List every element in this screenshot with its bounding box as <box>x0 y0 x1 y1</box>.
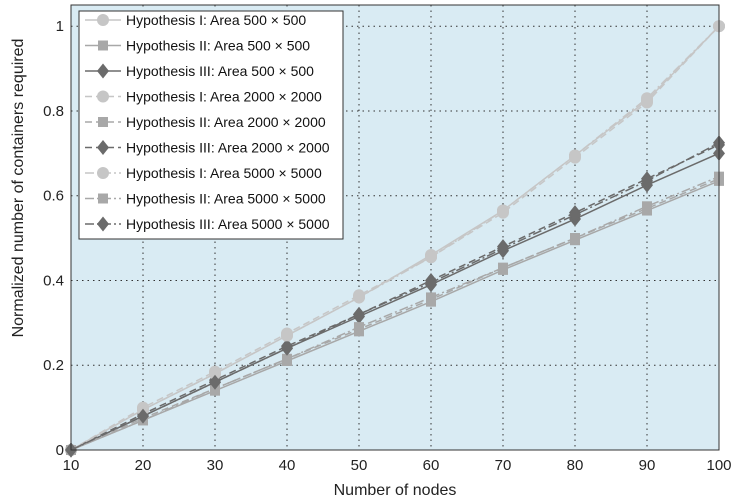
data-point <box>281 329 293 342</box>
axis-ticks: 10 20 30 40 50 60 70 80 90 100 0 0.2 0.4 0.6 0.8 1 <box>43 18 731 474</box>
y-axis-label: Normalized number of containers required <box>10 39 27 338</box>
data-point <box>281 340 293 356</box>
x-tick-label: 100 <box>706 457 731 474</box>
data-point <box>209 374 221 390</box>
series-group <box>65 20 725 458</box>
legend-marker <box>97 90 109 103</box>
data-point <box>570 233 580 244</box>
data-point <box>425 275 437 291</box>
data-point <box>498 262 508 273</box>
legend-marker <box>98 193 108 204</box>
legend-marker <box>97 14 109 26</box>
legend-label: Hypothesis II: Area 500 × 500 <box>126 38 310 54</box>
legend-label: Hypothesis I: Area 500 × 500 <box>126 12 306 28</box>
legend-marker <box>98 40 108 51</box>
data-point <box>282 353 292 364</box>
data-point <box>425 251 437 264</box>
legend-marker <box>97 63 109 79</box>
legend-label: Hypothesis II: Area 5000 × 5000 <box>126 191 326 207</box>
legend-label: Hypothesis III: Area 500 × 500 <box>126 63 314 79</box>
data-point <box>209 367 221 380</box>
data-point <box>137 408 149 424</box>
data-point <box>353 306 365 322</box>
y-tick-label: 0.2 <box>43 357 64 374</box>
y-tick-label: 1 <box>56 18 64 35</box>
series-line <box>70 178 720 451</box>
series-line <box>70 175 720 451</box>
x-tick-label: 70 <box>495 457 512 474</box>
legend-label: Hypothesis I: Area 5000 × 5000 <box>126 165 322 181</box>
data-point <box>641 92 653 105</box>
data-point <box>642 201 652 212</box>
x-axis-label: Number of nodes <box>334 482 457 499</box>
legend-box <box>78 10 344 240</box>
y-tick-label: 0.4 <box>43 272 64 289</box>
data-point <box>426 292 436 303</box>
legend-label: Hypothesis III: Area 5000 × 5000 <box>126 216 330 232</box>
data-point <box>353 291 365 304</box>
y-tick-label: 0.6 <box>43 188 64 205</box>
data-point <box>354 322 364 333</box>
x-tick-label: 10 <box>63 457 80 474</box>
x-tick-label: 80 <box>567 457 584 474</box>
y-tick-label: 0.8 <box>43 103 64 120</box>
x-tick-label: 90 <box>639 457 656 474</box>
x-tick-label: 40 <box>279 457 296 474</box>
series-line <box>70 142 720 451</box>
series-line <box>70 180 720 451</box>
x-tick-label: 20 <box>135 457 152 474</box>
data-point <box>569 149 581 162</box>
data-point <box>569 207 581 223</box>
legend-label: Hypothesis I: Area 2000 × 2000 <box>126 89 322 105</box>
legend-marker <box>97 167 109 179</box>
legend-marker <box>97 140 109 155</box>
series-line <box>70 144 720 451</box>
legend-marker <box>97 216 109 232</box>
x-tick-label: 50 <box>351 457 368 474</box>
legend-label: Hypothesis II: Area 2000 × 2000 <box>126 114 326 130</box>
plot-frame <box>70 4 720 451</box>
x-tick-label: 60 <box>423 457 440 474</box>
y-tick-label: 0 <box>56 442 64 459</box>
series-line <box>70 25 720 451</box>
legend-marker <box>98 117 108 127</box>
legend: Hypothesis I: Area 500 × 500 Hypothesis I… <box>78 10 344 240</box>
data-point <box>497 204 509 217</box>
data-point <box>641 173 653 189</box>
x-tick-label: 30 <box>207 457 224 474</box>
series-line <box>70 25 720 451</box>
data-point <box>497 241 509 257</box>
legend-label: Hypothesis III: Area 2000 × 2000 <box>126 140 330 156</box>
